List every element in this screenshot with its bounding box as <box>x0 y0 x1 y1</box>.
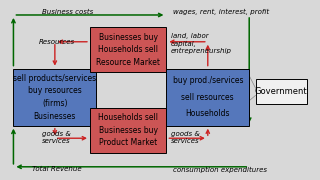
Text: land, labor
capital,
entrepreneurship: land, labor capital, entrepreneurship <box>171 33 232 54</box>
Text: Product Market: Product Market <box>99 138 157 147</box>
Text: goods &
services: goods & services <box>42 131 71 144</box>
Text: Resource Market: Resource Market <box>96 58 160 67</box>
FancyBboxPatch shape <box>90 108 166 152</box>
Text: Business costs: Business costs <box>42 9 93 15</box>
FancyBboxPatch shape <box>90 28 166 72</box>
Text: Households: Households <box>186 109 230 118</box>
Text: consumption expenditures: consumption expenditures <box>173 166 267 173</box>
Text: sell products/services: sell products/services <box>13 74 96 83</box>
Text: Resources: Resources <box>38 39 75 45</box>
Text: buy prod./services: buy prod./services <box>172 76 243 85</box>
FancyBboxPatch shape <box>13 69 96 126</box>
Text: goods &
services: goods & services <box>171 131 200 144</box>
Text: Businesses buy: Businesses buy <box>99 33 158 42</box>
Text: Government: Government <box>255 87 308 96</box>
Text: Households sell: Households sell <box>98 45 158 54</box>
Text: Households sell: Households sell <box>98 113 158 122</box>
Text: Businesses: Businesses <box>34 112 76 121</box>
FancyBboxPatch shape <box>256 79 307 104</box>
Text: wages, rent, interest, profit: wages, rent, interest, profit <box>173 9 269 15</box>
FancyBboxPatch shape <box>166 69 249 126</box>
Text: sell resources: sell resources <box>181 93 234 102</box>
Text: buy resources: buy resources <box>28 86 82 95</box>
Text: Total Revenue: Total Revenue <box>32 166 81 172</box>
Text: Businesses buy: Businesses buy <box>99 126 158 135</box>
Text: (firms): (firms) <box>42 99 68 108</box>
